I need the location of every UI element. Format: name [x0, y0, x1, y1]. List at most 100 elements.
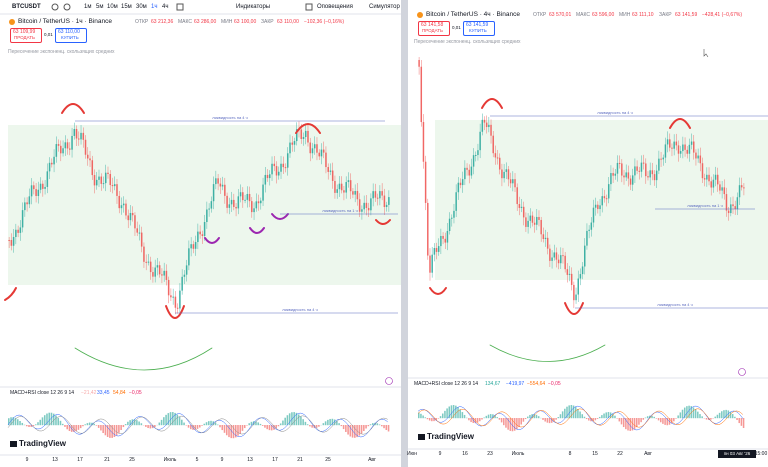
- macd-hist: [607, 412, 610, 419]
- macd-hist: [472, 418, 475, 424]
- candle-body: [590, 222, 593, 230]
- candle-body: [53, 156, 55, 165]
- candle-body: [280, 163, 282, 172]
- candle-body: [75, 128, 78, 139]
- candle-body: [147, 261, 150, 263]
- buy-label: КУПИТЬ: [469, 28, 487, 33]
- macd-hist: [95, 425, 98, 426]
- macd-hist: [522, 418, 525, 422]
- pane-divider: [401, 0, 408, 467]
- candle-body: [51, 162, 53, 165]
- interval[interactable]: 5м: [96, 4, 104, 10]
- interval[interactable]: 1ч: [151, 4, 158, 10]
- macd-hist: [476, 418, 479, 423]
- macd-value: 33,45: [97, 390, 110, 396]
- macd-hist: [378, 424, 381, 426]
- logo-mark: [418, 434, 425, 440]
- macd-hist: [564, 408, 566, 419]
- candle-body: [255, 201, 258, 209]
- ohlc-label: ОТКР: [135, 19, 149, 25]
- candle-body: [376, 197, 379, 199]
- candle-body: [690, 141, 693, 145]
- buy-button[interactable]: [463, 21, 495, 36]
- x-axis-label: 16: [462, 451, 468, 457]
- liquidity-label: ликвидность на 4 ч: [597, 110, 632, 115]
- candle-body: [564, 255, 566, 270]
- interval[interactable]: 30м: [136, 4, 147, 10]
- sell-button[interactable]: [418, 21, 450, 36]
- pane-title: Bitcoin / TetherUS · 1ч · Binance: [18, 18, 112, 25]
- x-axis-label: 17: [77, 457, 83, 463]
- candle-body: [592, 207, 595, 223]
- macd-hist: [79, 425, 82, 429]
- candle-body: [316, 144, 318, 153]
- candle-body: [664, 144, 667, 158]
- macd-hist: [241, 425, 244, 431]
- interval[interactable]: 4ч: [162, 4, 169, 10]
- macd-hist: [601, 415, 603, 419]
- macd-hist: [633, 418, 636, 430]
- candle-body: [719, 184, 721, 191]
- sell-label: ПРОДАТЬ: [14, 35, 35, 40]
- candle-body: [481, 119, 484, 132]
- macd-hist: [716, 414, 719, 419]
- ohlc-value: 63 286,00: [194, 19, 217, 25]
- candle-body: [457, 182, 460, 193]
- candle-body: [17, 229, 19, 233]
- candle-body: [492, 135, 494, 154]
- macd-hist: [588, 418, 590, 421]
- candle-body: [284, 167, 287, 169]
- macd-hist: [622, 418, 625, 428]
- macd-hist: [358, 425, 361, 436]
- ohlc-label: МИН: [619, 12, 631, 18]
- macd-hist: [246, 425, 248, 426]
- macd-hist: [479, 418, 481, 422]
- indicators-button[interactable]: Индикаторы: [236, 4, 271, 10]
- candle-body: [129, 212, 132, 221]
- x-axis-label: 5: [196, 457, 199, 463]
- macd-hist: [463, 414, 466, 419]
- candle-body: [199, 231, 201, 235]
- macd-hist: [66, 425, 68, 430]
- macd-hist: [169, 412, 172, 426]
- macd-hist: [345, 425, 347, 432]
- macd-hist: [120, 425, 122, 430]
- interval[interactable]: 15м: [121, 4, 132, 10]
- x-axis-label: 21: [104, 457, 110, 463]
- candle-body: [714, 174, 717, 180]
- simulator-button[interactable]: Симулятор: [369, 4, 400, 10]
- macd-hist: [736, 418, 738, 421]
- macd-hist: [625, 418, 627, 430]
- interval[interactable]: 10м: [107, 4, 118, 10]
- candle-body: [584, 245, 586, 267]
- sell-button[interactable]: [10, 28, 42, 43]
- annotation-arc: [481, 98, 503, 109]
- candle-body: [152, 272, 154, 277]
- candle-body: [12, 236, 15, 246]
- macd-hist: [225, 425, 228, 436]
- macd-hist: [349, 425, 352, 437]
- interval[interactable]: 1м: [84, 4, 92, 10]
- candle-body: [143, 246, 145, 262]
- candle-body: [311, 148, 314, 154]
- symbol[interactable]: BTCUSDT: [12, 4, 41, 10]
- candle-body: [546, 237, 549, 249]
- candle-body: [740, 185, 743, 188]
- macd-hist: [553, 418, 555, 422]
- buy-button[interactable]: [55, 28, 87, 43]
- macd-hist: [659, 418, 662, 423]
- macd-hist: [450, 405, 453, 419]
- candle-body: [104, 172, 107, 184]
- candle-body: [623, 175, 625, 178]
- macd-hist: [518, 418, 520, 428]
- candle-body: [55, 144, 58, 157]
- ohlc-value: 63 596,00: [592, 12, 615, 18]
- candle-body: [682, 144, 684, 152]
- candle-body: [131, 212, 134, 216]
- candle-body: [118, 195, 121, 209]
- candle-body: [686, 149, 688, 154]
- macd-hist: [10, 417, 12, 426]
- candle-body: [518, 204, 521, 208]
- alerts-button[interactable]: Оповещения: [317, 4, 353, 10]
- x-axis-label: Июль: [164, 457, 177, 463]
